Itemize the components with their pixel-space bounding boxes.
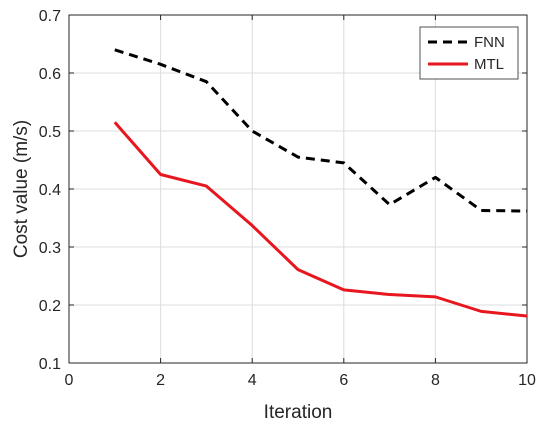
legend-box [419, 26, 519, 80]
y-tick-label: 0.6 [39, 66, 61, 83]
x-tick-label: 4 [248, 372, 257, 389]
y-tick-label: 0.1 [39, 356, 61, 373]
x-tick-label: 8 [431, 372, 440, 389]
series-line-fnn [114, 48, 528, 213]
x-tick-label: 2 [156, 372, 165, 389]
x-tick-label: 6 [339, 372, 348, 389]
axis-ticks: 0 2 4 6 8 10 0.1 0.2 0.3 0.4 0.5 0.6 0.7 [39, 8, 536, 389]
x-axis-title: Iteration [264, 402, 333, 423]
x-tick-label: 0 [65, 372, 74, 389]
x-tick-label: 10 [518, 372, 536, 389]
legend: FNN MTL [419, 26, 519, 80]
series-lines [113, 48, 528, 318]
y-tick-label: 0.7 [39, 8, 61, 25]
y-tick-label: 0.4 [39, 182, 61, 199]
y-tick-label: 0.2 [39, 298, 61, 315]
y-tick-label: 0.5 [39, 124, 61, 141]
legend-label-fnn: FNN [474, 34, 505, 51]
series-line-mtl [113, 121, 528, 318]
legend-label-mtl: MTL [474, 56, 504, 73]
y-axis-title: Cost value (m/s) [11, 120, 32, 258]
y-tick-label: 0.3 [39, 240, 61, 257]
